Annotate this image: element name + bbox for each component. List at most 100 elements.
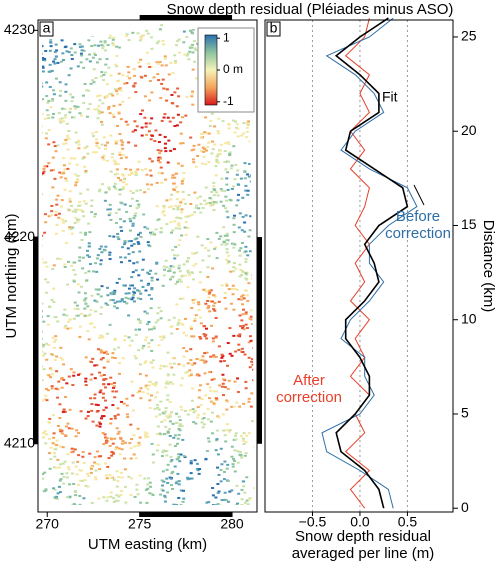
map-pixel bbox=[155, 205, 159, 208]
map-pixel bbox=[78, 46, 82, 49]
map-pixel bbox=[194, 165, 198, 168]
map-pixel bbox=[228, 151, 232, 154]
map-pixel bbox=[207, 141, 211, 144]
map-pixel bbox=[243, 454, 247, 457]
map-pixel bbox=[78, 112, 82, 115]
map-pixel bbox=[134, 357, 138, 360]
map-pixel bbox=[95, 424, 99, 427]
map-pixel bbox=[240, 242, 244, 245]
map-pixel bbox=[52, 60, 56, 63]
map-pixel bbox=[58, 491, 62, 494]
map-pixel bbox=[163, 450, 167, 453]
map-pixel bbox=[214, 397, 218, 400]
map-pixel bbox=[171, 102, 175, 105]
map-pixel bbox=[156, 149, 160, 152]
map-pixel bbox=[127, 96, 131, 99]
map-pixel bbox=[156, 406, 160, 409]
map-pixel bbox=[156, 159, 160, 162]
map-pixel bbox=[183, 274, 187, 277]
map-pixel bbox=[217, 345, 221, 348]
map-pixel bbox=[114, 448, 118, 451]
map-pixel bbox=[91, 132, 95, 135]
map-pixel bbox=[109, 299, 113, 302]
map-pixel bbox=[96, 23, 100, 26]
map-pixel bbox=[253, 165, 255, 168]
map-pixel bbox=[71, 226, 75, 229]
map-pixel bbox=[147, 477, 151, 480]
map-pixel bbox=[50, 353, 54, 356]
map-pixel bbox=[76, 483, 80, 486]
map-pixel bbox=[57, 23, 61, 26]
map-pixel bbox=[150, 286, 154, 289]
map-pixel bbox=[129, 506, 132, 508]
map-pixel bbox=[143, 74, 147, 77]
map-pixel bbox=[215, 438, 219, 441]
map-pixel bbox=[223, 150, 227, 153]
map-pixel bbox=[183, 456, 187, 459]
map-pixel bbox=[131, 296, 135, 299]
map-pixel bbox=[123, 25, 127, 28]
map-pixel bbox=[175, 480, 179, 483]
map-pixel bbox=[238, 314, 242, 317]
map-pixel bbox=[116, 413, 120, 416]
map-pixel bbox=[55, 198, 59, 201]
map-pixel bbox=[244, 387, 248, 390]
map-pixel bbox=[54, 495, 58, 498]
map-pixel bbox=[128, 344, 132, 347]
map-pixel bbox=[101, 392, 105, 395]
map-pixel bbox=[154, 129, 158, 132]
map-pixel bbox=[139, 292, 143, 295]
map-pixel bbox=[216, 503, 220, 505]
map-pixel bbox=[209, 389, 213, 392]
map-pixel bbox=[190, 31, 194, 34]
map-pixel bbox=[52, 452, 56, 455]
map-pixel bbox=[93, 54, 97, 57]
map-pixel bbox=[202, 325, 206, 328]
map-pixel bbox=[196, 469, 200, 472]
map-pixel bbox=[120, 442, 124, 445]
map-pixel bbox=[114, 161, 118, 164]
map-pixel bbox=[225, 408, 229, 411]
map-pixel bbox=[137, 349, 141, 352]
map-pixel bbox=[87, 242, 91, 245]
map-pixel bbox=[241, 308, 245, 311]
map-pixel bbox=[147, 345, 151, 348]
map-pixel bbox=[175, 198, 179, 201]
map-pixel bbox=[253, 165, 255, 168]
map-pixel bbox=[165, 199, 169, 202]
map-pixel bbox=[44, 488, 48, 491]
map-pixel bbox=[231, 465, 235, 468]
map-pixel bbox=[182, 41, 186, 44]
map-pixel bbox=[82, 101, 86, 104]
map-pixel bbox=[101, 102, 105, 105]
map-pixel bbox=[211, 494, 215, 497]
map-pixel bbox=[158, 61, 162, 64]
map-pixel bbox=[185, 260, 189, 263]
map-pixel bbox=[216, 132, 220, 135]
map-pixel bbox=[209, 420, 213, 423]
map-pixel bbox=[177, 456, 181, 459]
map-pixel bbox=[64, 83, 68, 86]
map-pixel bbox=[54, 55, 58, 58]
map-pixel bbox=[191, 509, 194, 511]
map-pixel bbox=[120, 299, 124, 302]
map-pixel bbox=[186, 52, 190, 55]
map-pixel bbox=[116, 232, 120, 235]
map-pixel bbox=[74, 181, 78, 184]
map-pixel bbox=[130, 298, 134, 301]
map-pixel bbox=[244, 272, 248, 275]
map-pixel bbox=[124, 292, 128, 295]
map-pixel bbox=[166, 373, 170, 376]
map-pixel bbox=[101, 336, 105, 339]
map-pixel bbox=[145, 501, 149, 504]
map-pixel bbox=[77, 291, 81, 294]
map-pixel bbox=[244, 277, 248, 280]
y-tick-label: 0 bbox=[461, 499, 469, 515]
map-pixel bbox=[153, 22, 157, 23]
map-pixel bbox=[132, 242, 136, 245]
map-pixel bbox=[196, 406, 200, 409]
map-pixel bbox=[42, 344, 45, 347]
map-pixel bbox=[233, 214, 237, 217]
map-pixel bbox=[167, 139, 171, 142]
map-pixel bbox=[95, 61, 99, 64]
